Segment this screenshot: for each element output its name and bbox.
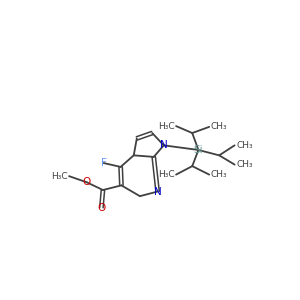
Text: H₃C: H₃C bbox=[158, 170, 175, 179]
Text: O: O bbox=[82, 177, 91, 187]
Text: CH₃: CH₃ bbox=[236, 141, 253, 150]
Text: H₃C: H₃C bbox=[158, 122, 175, 130]
Text: CH₃: CH₃ bbox=[211, 122, 227, 131]
Text: CH₃: CH₃ bbox=[236, 160, 253, 169]
Text: H₃C: H₃C bbox=[51, 172, 68, 181]
Text: N: N bbox=[154, 187, 161, 196]
Text: Si: Si bbox=[194, 145, 203, 155]
Text: O: O bbox=[97, 203, 106, 213]
Text: CH₃: CH₃ bbox=[211, 170, 227, 179]
Text: N: N bbox=[160, 140, 168, 150]
Text: F: F bbox=[101, 158, 106, 168]
